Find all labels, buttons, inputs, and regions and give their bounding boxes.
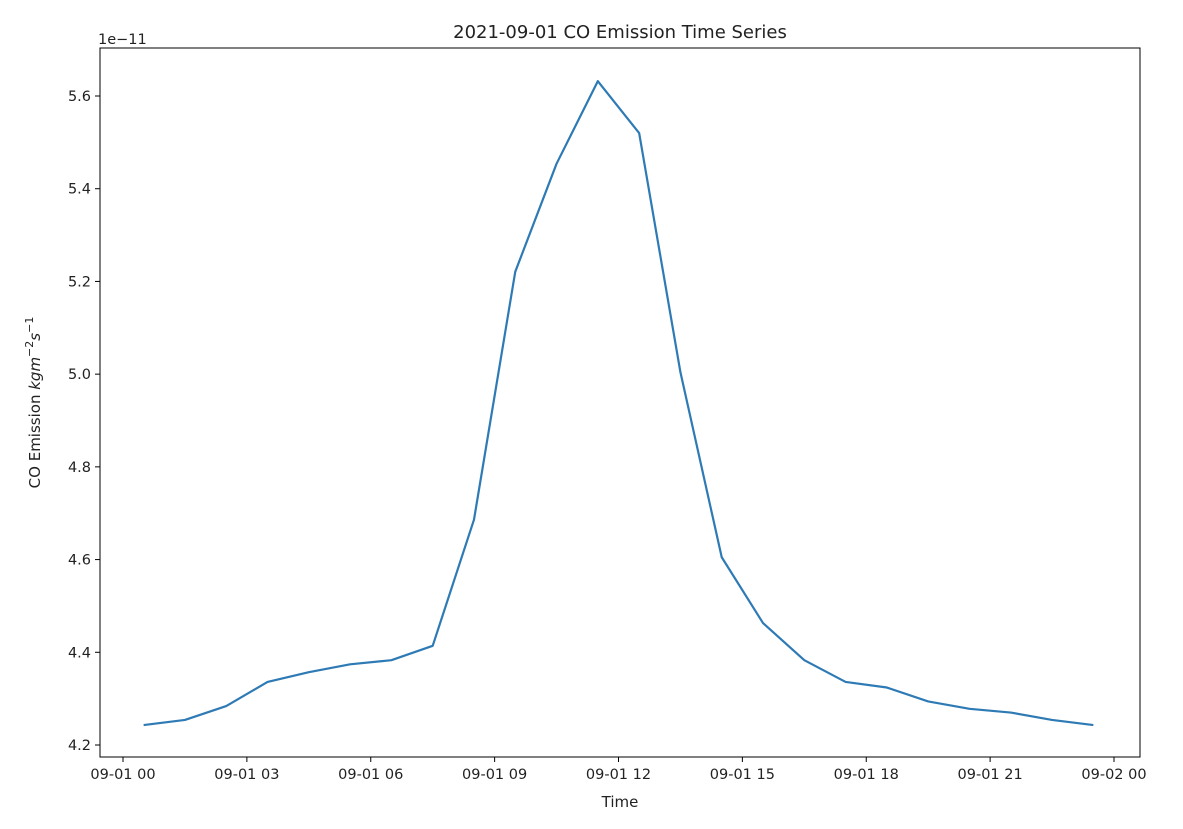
y-tick-label: 5.4: [68, 182, 91, 198]
x-tick-label: 09-01 00: [90, 767, 155, 783]
y-axis-label-unit-exp2: −1: [23, 317, 36, 333]
y-axis-label: CO Emission kgm−2s−1: [23, 317, 44, 489]
x-tick-label: 09-02 00: [1081, 767, 1146, 783]
y-axis-label-prefix: CO Emission: [26, 390, 44, 489]
y-tick-label: 5.0: [68, 367, 91, 383]
chart-title: 2021-09-01 CO Emission Time Series: [453, 22, 787, 43]
x-tick-label: 09-01 06: [338, 767, 403, 783]
x-axis-label: Time: [601, 793, 639, 811]
x-tick-label: 09-01 21: [958, 767, 1023, 783]
y-tick-label: 4.2: [68, 738, 91, 754]
y-axis-label-unit-base: kgm: [26, 357, 44, 390]
series-line: [143, 80, 1094, 727]
x-axis: 09-01 00 09-01 03 09-01 06 09-01 09 09-01 12…: [90, 757, 1147, 783]
y-axis-label-unit-exp1: −2: [23, 341, 36, 357]
y-tick-label: 5.6: [68, 89, 91, 105]
x-tick-label: 09-01 09: [462, 767, 527, 783]
y-tick-label: 5.2: [68, 274, 91, 290]
y-axis-label-unit-mid: s: [26, 333, 44, 341]
x-tick-label: 09-01 03: [214, 767, 279, 783]
y-tick-label: 4.6: [68, 553, 91, 569]
x-tick-label: 09-01 12: [586, 767, 651, 783]
y-offset-text: 1e−11: [98, 32, 147, 48]
plot-area: [99, 47, 1141, 758]
y-tick-label: 4.8: [68, 460, 91, 476]
x-tick-label: 09-01 18: [834, 767, 899, 783]
y-tick-label: 4.4: [68, 645, 91, 661]
x-tick-label: 09-01 15: [710, 767, 775, 783]
axes-frame: [99, 47, 1141, 758]
y-axis: 4.2 4.4 4.6 4.8 5.0 5.2 5.4 5.6: [68, 89, 100, 754]
